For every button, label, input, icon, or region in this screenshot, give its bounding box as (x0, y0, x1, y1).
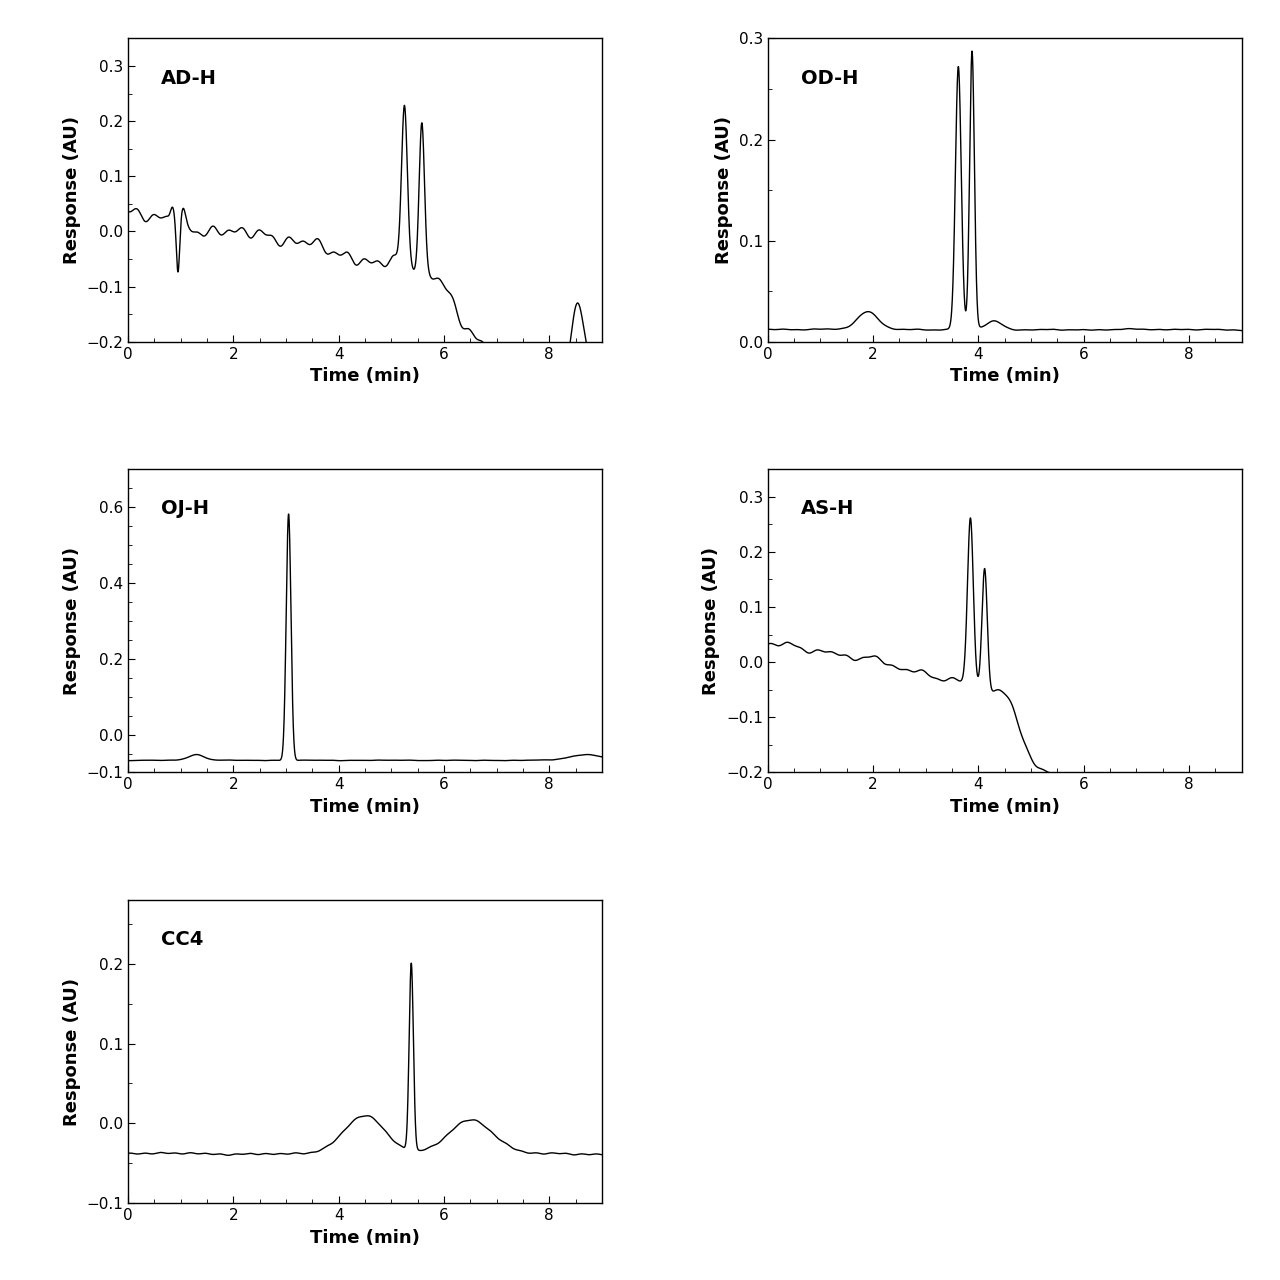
Y-axis label: Response (AU): Response (AU) (716, 116, 733, 264)
X-axis label: Time (min): Time (min) (950, 797, 1060, 815)
Text: OD-H: OD-H (801, 69, 859, 88)
X-axis label: Time (min): Time (min) (310, 1229, 420, 1247)
Y-axis label: Response (AU): Response (AU) (703, 547, 721, 695)
Text: OJ-H: OJ-H (161, 499, 209, 518)
X-axis label: Time (min): Time (min) (950, 367, 1060, 385)
Text: AD-H: AD-H (161, 69, 218, 88)
X-axis label: Time (min): Time (min) (310, 367, 420, 385)
Y-axis label: Response (AU): Response (AU) (63, 116, 81, 264)
Text: AS-H: AS-H (801, 499, 854, 518)
Y-axis label: Response (AU): Response (AU) (63, 547, 81, 695)
X-axis label: Time (min): Time (min) (310, 797, 420, 815)
Y-axis label: Response (AU): Response (AU) (63, 978, 81, 1125)
Text: CC4: CC4 (161, 931, 204, 950)
